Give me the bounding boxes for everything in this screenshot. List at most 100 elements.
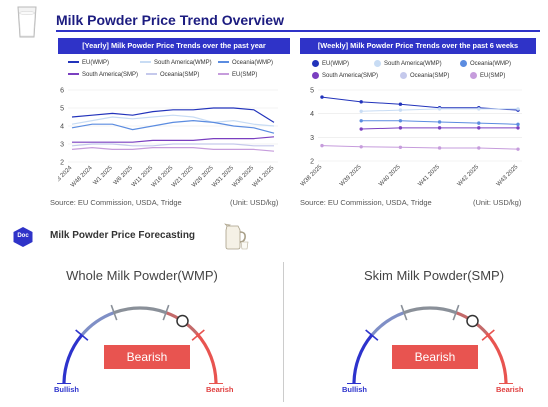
legend-swatch <box>374 60 381 67</box>
smp-bullish-label: Bullish <box>342 385 368 394</box>
wmp-verdict-badge: Bearish <box>104 345 190 369</box>
gauge-arc-segment <box>195 332 218 384</box>
series-line <box>71 146 275 152</box>
wmp-gauge <box>57 304 223 384</box>
legend-swatch <box>68 73 79 76</box>
y-tick-label: 2 <box>60 160 64 167</box>
x-tick-label: W48 2024 <box>70 165 94 189</box>
legend-item: EU(SMP) <box>470 72 505 79</box>
milk-glass-icon <box>17 6 37 38</box>
data-point <box>320 143 324 148</box>
legend-label: Oceania(WMP) <box>232 60 274 66</box>
data-point <box>477 107 481 111</box>
x-tick-label: W42 2025 <box>457 164 481 188</box>
gauge-tick <box>365 329 379 341</box>
series-line <box>72 136 275 143</box>
legend-item: EU(WMP) <box>312 60 349 67</box>
header: Milk Powder Price Trend Overview <box>0 0 548 40</box>
forecast-section-title: Milk Powder Price Forecasting <box>50 230 196 241</box>
gauge-needle-marker <box>176 314 189 328</box>
doc-badge-label: Doc <box>17 233 29 239</box>
legend-item: Oceania(WMP) <box>218 60 273 66</box>
y-tick-label: 3 <box>310 135 314 142</box>
data-point <box>398 126 403 130</box>
yearly-legend: EU(WMP) South America(WMP) Oceania(WMP) … <box>58 56 290 84</box>
legend-label: Oceania(SMP) <box>410 73 450 80</box>
legend-label: South America(SMP) <box>82 72 139 78</box>
data-point <box>437 146 442 150</box>
series-line <box>71 119 275 134</box>
yearly-chart-panel: [Yearly] Milk Powder Price Trends over t… <box>58 38 290 210</box>
gauge-tick <box>452 304 460 321</box>
data-point <box>398 145 403 149</box>
gauge-tick <box>162 304 170 321</box>
smp-gauge-title: Skim Milk Powder(SMP) <box>363 268 505 283</box>
x-tick-label: W40 2025 <box>378 164 402 188</box>
data-point <box>359 119 363 123</box>
gauge-arc-segment <box>113 306 167 315</box>
gauge-arc-segment <box>403 306 457 315</box>
smp-verdict-badge: Bearish <box>392 345 478 369</box>
gauge-arc-segment <box>62 334 84 384</box>
data-point <box>437 120 442 124</box>
legend-item: South America(SMP) <box>68 72 138 78</box>
legend-swatch <box>140 61 151 64</box>
legend-label: EU(WMP) <box>82 60 109 66</box>
x-tick-label: W1 2025 <box>93 165 115 187</box>
gauge-arc-segment <box>352 334 374 384</box>
series-line <box>71 107 275 123</box>
data-point <box>516 107 520 111</box>
legend-label: South America(WMP) <box>154 60 212 66</box>
legend-swatch <box>312 60 319 67</box>
data-point <box>516 122 520 127</box>
x-tick-label: W38 2025 <box>300 164 324 188</box>
y-tick-label: 5 <box>310 88 314 95</box>
y-tick-label: 4 <box>310 111 314 118</box>
legend-swatch <box>470 72 477 79</box>
data-point <box>398 108 403 112</box>
doc-badge-icon <box>13 227 33 247</box>
y-tick-label: 6 <box>60 88 64 95</box>
title-rule <box>56 30 540 32</box>
series-line <box>321 96 519 111</box>
legend-item: Oceania(SMP) <box>146 72 199 78</box>
data-point <box>477 121 481 125</box>
data-point <box>437 126 442 130</box>
weekly-panel-title: [Weekly] Milk Powder Price Trends over t… <box>300 38 536 54</box>
y-tick-label: 3 <box>60 142 64 149</box>
gauge-arc-segment <box>370 311 405 337</box>
yearly-source: Source: EU Commission, USDA, Tridge <box>50 198 182 207</box>
gauge-divider <box>283 262 284 402</box>
legend-item: EU(WMP) <box>68 60 109 66</box>
milk-jug-icon <box>224 223 249 250</box>
wmp-gauge-title: Whole Milk Powder(WMP) <box>66 268 218 283</box>
legend-swatch <box>460 60 467 67</box>
x-tick-label: W43 2025 <box>496 164 520 188</box>
legend-label: South America(SMP) <box>322 73 379 80</box>
legend-label: EU(WMP) <box>322 61 349 68</box>
weekly-line-chart: 2 3 4 5 W38 2025 W39 2025 W40 2025 W41 2025 W42 … <box>300 88 522 188</box>
page-title: Milk Powder Price Trend Overview <box>56 12 284 28</box>
legend-item: South America(WMP) <box>140 60 212 66</box>
legend-swatch <box>218 61 229 64</box>
data-point <box>398 119 403 123</box>
series-line <box>321 145 519 150</box>
series-line <box>71 143 274 147</box>
gauge-tick <box>191 329 205 341</box>
data-point <box>359 145 363 149</box>
legend-swatch <box>68 61 79 64</box>
x-tick-label: W41 2025 <box>252 165 276 189</box>
legend-label: EU(SMP) <box>232 72 258 78</box>
data-point <box>359 127 363 131</box>
data-point <box>477 146 481 150</box>
legend-swatch <box>146 73 157 76</box>
x-tick-label: W41 2025 <box>417 164 441 188</box>
data-point <box>437 107 442 111</box>
data-point <box>516 126 520 130</box>
weekly-legend: EU(WMP) South America(WMP) Oceania(WMP) … <box>300 56 536 84</box>
data-point <box>359 109 363 113</box>
legend-swatch <box>218 73 229 76</box>
wmp-bearish-label: Bearish <box>206 385 234 394</box>
gauge-tick <box>400 304 408 321</box>
y-tick-label: 5 <box>60 106 64 113</box>
